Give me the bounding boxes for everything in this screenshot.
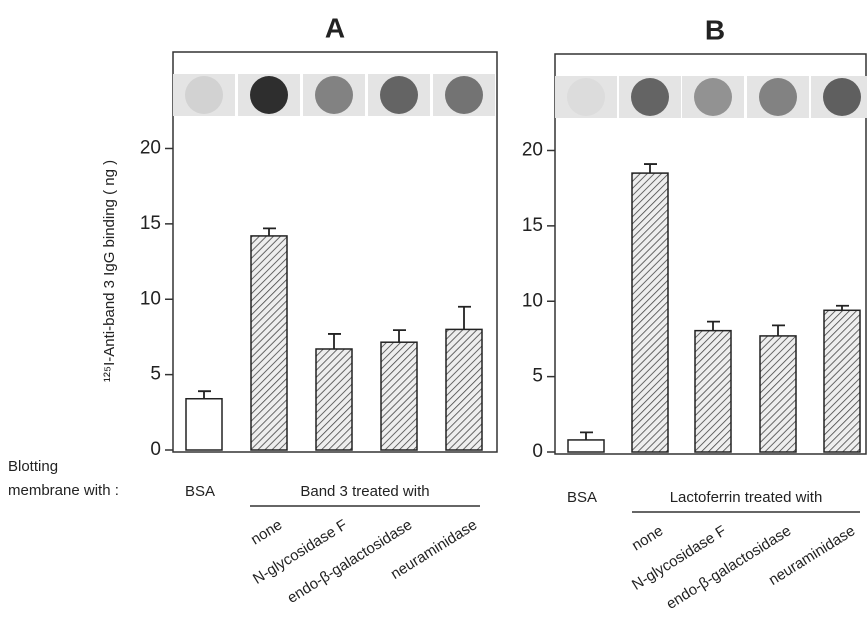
chart-title: A xyxy=(325,12,345,43)
bar xyxy=(316,349,352,450)
category-label: none xyxy=(248,516,285,548)
error-bar xyxy=(263,228,276,236)
blot-dot xyxy=(694,78,732,116)
blot-dot xyxy=(250,76,288,114)
y-tick-label: 15 xyxy=(140,213,161,234)
blot-dot xyxy=(631,78,669,116)
error-bar xyxy=(772,325,785,336)
error-bar xyxy=(393,330,406,342)
y-tick-label: 15 xyxy=(522,215,543,236)
bar xyxy=(824,310,860,452)
bar xyxy=(446,329,482,450)
blot-dot xyxy=(759,78,797,116)
category-label: BSA xyxy=(185,483,215,500)
blot-dot xyxy=(445,76,483,114)
chart-title: B xyxy=(705,14,725,45)
bar xyxy=(568,440,604,452)
blot-dot xyxy=(823,78,861,116)
error-bar xyxy=(644,164,657,173)
y-tick-label: 5 xyxy=(150,364,161,385)
y-tick-label: 10 xyxy=(522,290,543,311)
row-label: membrane with : xyxy=(8,482,119,499)
y-tick-label: 20 xyxy=(140,138,161,159)
y-tick-label: 5 xyxy=(532,366,543,387)
group-label: Band 3 treated with xyxy=(300,483,429,500)
blot-dot xyxy=(185,76,223,114)
bar xyxy=(381,342,417,450)
category-label: none xyxy=(629,522,666,554)
row-label: Blotting xyxy=(8,458,58,475)
error-bar xyxy=(458,307,471,330)
blot-dot xyxy=(567,78,605,116)
bar xyxy=(695,331,731,452)
bar xyxy=(632,173,668,452)
y-tick-label: 20 xyxy=(522,140,543,161)
error-bar xyxy=(580,432,593,440)
y-axis-label: ¹²⁵I-Anti-band 3 IgG binding ( ng ) xyxy=(101,160,118,382)
figure: Blotting membrane with : A ¹²⁵I-Anti-band… xyxy=(0,0,867,635)
y-tick-label: 0 xyxy=(532,441,543,462)
group-label: Lactoferrin treated with xyxy=(670,489,823,506)
page: Blotting membrane with : A ¹²⁵I-Anti-band… xyxy=(0,0,867,635)
category-label: BSA xyxy=(567,489,597,506)
category-label: endo-β-galactosidase xyxy=(663,522,794,613)
category-label: endo-β-galactosidase xyxy=(284,516,415,607)
error-bar xyxy=(328,334,341,349)
blot-dot xyxy=(380,76,418,114)
bar xyxy=(251,236,287,450)
bar xyxy=(186,399,222,450)
blot-dot xyxy=(315,76,353,114)
y-tick-label: 0 xyxy=(150,439,161,460)
error-bar xyxy=(707,322,720,331)
error-bar xyxy=(198,391,211,399)
y-tick-label: 10 xyxy=(140,288,161,309)
bar xyxy=(760,336,796,452)
